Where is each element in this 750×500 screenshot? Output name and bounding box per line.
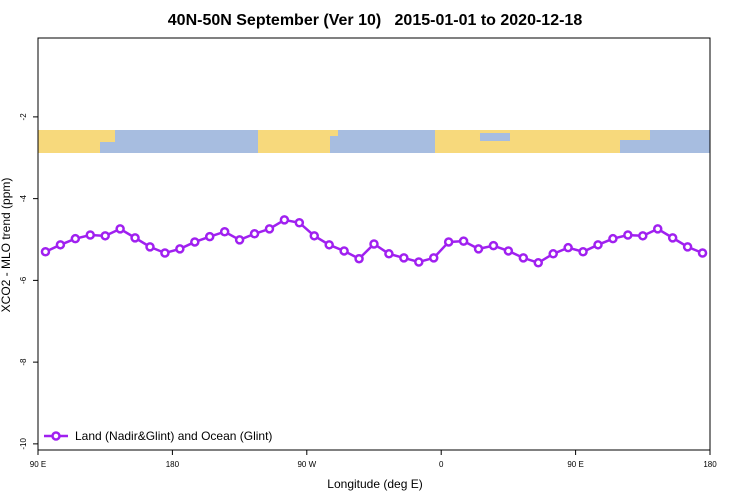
point <box>85 230 96 240</box>
point <box>190 237 200 247</box>
point <box>369 239 379 249</box>
point <box>40 247 51 257</box>
point <box>264 224 275 234</box>
y-tick-label: -2 <box>19 113 28 121</box>
map-strip <box>38 130 710 153</box>
y-tick-label: -4 <box>19 195 28 203</box>
point <box>294 217 305 228</box>
x-axis-label: Longitude (deg E) <box>327 477 422 491</box>
point <box>160 248 170 258</box>
point <box>563 242 573 253</box>
point <box>354 253 364 264</box>
x-tick-label: 90 W <box>297 460 316 469</box>
point <box>458 236 469 246</box>
x-tick-label: 90 E <box>30 460 46 469</box>
point <box>100 231 110 241</box>
point <box>175 244 185 254</box>
point <box>55 240 66 250</box>
point <box>384 249 394 259</box>
point <box>234 235 245 245</box>
point <box>414 257 424 267</box>
point <box>697 248 708 258</box>
point <box>638 231 648 241</box>
chart-title: 40N-50N September (Ver 10) 2015-01-01 to… <box>168 12 583 29</box>
y-tick-label: -8 <box>19 358 28 366</box>
point <box>682 242 693 252</box>
point <box>279 215 290 225</box>
legend-label: Land (Nadir&Glint) and Ocean (Glint) <box>75 429 272 443</box>
point <box>443 237 454 247</box>
point <box>503 246 514 256</box>
plot-frame <box>37 37 711 451</box>
x-tick-label: 90 E <box>567 460 583 469</box>
point <box>548 249 558 259</box>
x-tick-label: 0 <box>439 460 444 469</box>
point <box>70 233 81 244</box>
point <box>249 229 260 239</box>
point <box>652 224 663 234</box>
point <box>473 244 484 254</box>
point <box>578 247 588 257</box>
point <box>399 253 409 263</box>
point <box>488 240 499 251</box>
x-tick-label: 180 <box>703 460 717 469</box>
point <box>130 233 140 243</box>
point <box>115 224 125 234</box>
point <box>623 230 633 240</box>
point <box>145 242 155 252</box>
point <box>204 231 215 242</box>
point <box>324 240 334 250</box>
point <box>608 233 618 244</box>
point <box>593 240 603 250</box>
y-tick-label: -6 <box>19 276 28 284</box>
point <box>518 253 529 263</box>
legend-marker <box>51 431 61 441</box>
point <box>309 231 320 241</box>
y-axis-label: XCO2 - MLO trend (ppm) <box>0 178 13 313</box>
x-tick-label: 180 <box>166 460 180 469</box>
point <box>219 226 230 237</box>
point <box>533 258 544 268</box>
point <box>667 233 678 243</box>
y-tick-label: -10 <box>19 438 28 450</box>
point <box>339 246 349 256</box>
point <box>428 253 439 263</box>
